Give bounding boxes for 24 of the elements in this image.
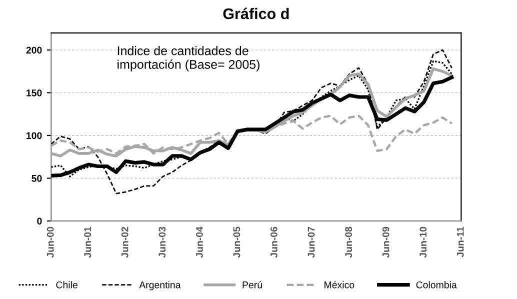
x-tick-label: Jun-09 xyxy=(382,226,390,258)
y-tick-label: 150 xyxy=(26,89,42,96)
x-tick-label: Jun-06 xyxy=(270,226,278,258)
legend-label: Perú xyxy=(242,281,262,288)
legend-label: Colombia xyxy=(416,281,457,288)
x-tick-label: Jun-00 xyxy=(46,226,54,258)
y-tick-label: 0 xyxy=(37,218,42,225)
y-tick-label: 200 xyxy=(26,46,42,54)
chart-title: Gráfico d xyxy=(223,8,289,20)
y-tick-label: 50 xyxy=(32,174,42,182)
legend-label: México xyxy=(324,281,354,288)
x-tick-label: Jun-03 xyxy=(158,226,166,258)
x-tick-label: Jun-10 xyxy=(420,226,427,258)
x-tick-label: Jun-11 xyxy=(456,226,464,258)
y-tick-label: 100 xyxy=(26,132,42,140)
x-tick-label: Jun-01 xyxy=(84,226,92,258)
x-tick-label: Jun-08 xyxy=(345,226,352,258)
x-tick-label: Jun-07 xyxy=(308,226,315,258)
legend-label: Chile xyxy=(56,281,78,288)
annotation: Indice de cantidades de importación (Base= 2005) xyxy=(118,46,260,72)
x-tick-label: Jun-04 xyxy=(196,226,203,258)
legend-label: Argentina xyxy=(139,281,181,290)
x-tick-label: Jun-02 xyxy=(121,226,128,258)
x-tick-label: Jun-05 xyxy=(233,226,240,258)
